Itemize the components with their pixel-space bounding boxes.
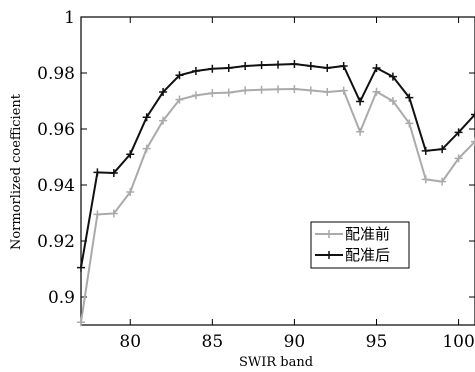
data-point [274, 85, 282, 94]
x-tick-label: 100 [442, 332, 474, 352]
data-point [77, 318, 85, 327]
data-point [208, 89, 217, 98]
series-1 [77, 84, 475, 327]
legend-label: 配准前 [345, 225, 390, 243]
data-point [454, 128, 463, 137]
data-point [290, 84, 299, 93]
data-point [274, 60, 282, 69]
data-point [191, 91, 200, 100]
data-point [372, 87, 381, 96]
y-tick-label: 1 [64, 8, 75, 28]
data-point [405, 93, 414, 102]
data-point [438, 145, 447, 154]
data-point [471, 110, 475, 119]
data-point [93, 168, 102, 177]
data-point [241, 62, 250, 70]
data-point [405, 119, 414, 128]
data-point [224, 63, 233, 72]
data-point [323, 63, 332, 72]
data-point [109, 209, 118, 218]
y-tick-label: 0.94 [37, 176, 75, 196]
data-point [306, 86, 315, 95]
data-point [438, 177, 447, 186]
data-point [175, 71, 184, 80]
data-point [356, 97, 365, 106]
data-point [175, 95, 184, 104]
x-tick-label: 80 [119, 332, 141, 352]
y-tick-label: 0.98 [37, 64, 75, 84]
data-point [306, 62, 315, 70]
legend-box [310, 221, 410, 269]
data-point [159, 116, 168, 125]
y-tick-label: 0.96 [37, 120, 75, 140]
y-tick-label: 0.9 [48, 288, 75, 308]
data-point [126, 150, 135, 159]
data-point [241, 86, 250, 95]
x-axis-label: SWIR band [239, 355, 313, 370]
data-point [339, 86, 348, 95]
legend-label: 配准后 [345, 246, 390, 264]
data-point [126, 188, 135, 196]
data-point [142, 144, 151, 153]
data-point [454, 154, 463, 163]
data-point [471, 137, 475, 146]
y-tick-label: 0.92 [37, 232, 75, 252]
data-point [142, 113, 151, 122]
data-point [323, 88, 332, 97]
plot-series [77, 60, 475, 327]
legend-item: 配准前 [315, 225, 390, 243]
data-point [388, 97, 397, 105]
data-point [372, 63, 381, 72]
data-point [257, 85, 266, 94]
data-point [109, 168, 118, 177]
series-2 [77, 60, 475, 272]
legend-marker [325, 251, 333, 259]
x-tick-label: 85 [202, 332, 224, 352]
data-point [421, 175, 430, 184]
x-tick-label: 90 [284, 332, 306, 352]
data-point [421, 146, 430, 155]
y-axis-label: Normorlized coefficient [9, 93, 24, 250]
legend-marker [325, 230, 333, 238]
data-point [356, 127, 365, 136]
x-tick-label: 95 [366, 332, 388, 352]
data-point [257, 61, 266, 70]
data-point [77, 263, 85, 272]
data-point [339, 62, 348, 70]
data-point [224, 88, 233, 97]
plot-frame [80, 16, 475, 326]
data-point [290, 60, 299, 69]
data-point [191, 67, 200, 76]
data-point [388, 72, 397, 81]
data-point [159, 88, 168, 97]
data-point [93, 210, 102, 219]
axes: 80 85 90 95 100 0.9 0.92 0.94 0.96 0.98 1 [37, 8, 475, 352]
legend-item: 配准后 [315, 246, 390, 264]
series-line [80, 87, 475, 323]
data-point [208, 64, 217, 73]
